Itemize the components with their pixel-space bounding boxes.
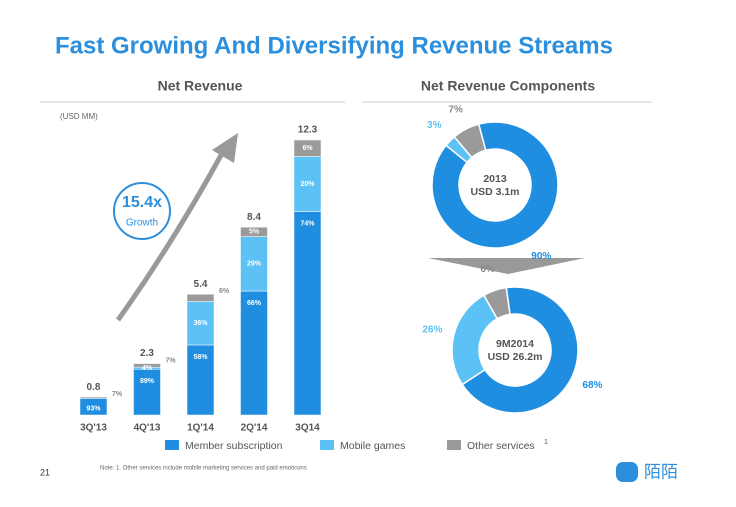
legend-label: Mobile games [340, 440, 405, 452]
x-tick-label: 3Q14 [295, 423, 320, 434]
total-label: 12.3 [298, 125, 318, 136]
donut-slice [453, 123, 487, 159]
growth-value: 15.4x [122, 194, 162, 211]
chart-subtitle: (USD MM) [60, 112, 98, 121]
slice-label: 90% [531, 251, 551, 262]
x-tick-label: 2Q'14 [241, 423, 268, 434]
bar-segment [240, 290, 268, 416]
center-label: 9M2014 [496, 338, 534, 350]
total-label: 2.3 [140, 348, 154, 359]
segment-label: 5% [249, 229, 260, 236]
segment-label: 20% [300, 181, 315, 188]
donut-slice [431, 121, 559, 249]
legend-note: 1 [544, 439, 548, 446]
footnote: Note: 1. Other services include mobile m… [100, 466, 307, 472]
segment-label: 6% [219, 288, 230, 295]
segment-label: 58% [193, 354, 208, 361]
logo-icon [616, 462, 638, 482]
legend-swatch [165, 440, 179, 450]
x-tick-label: 3Q'13 [80, 423, 107, 434]
donut-slice [451, 294, 499, 386]
page-number: 21 [40, 467, 50, 477]
legend-swatch [447, 440, 461, 450]
bar-segment [186, 344, 215, 416]
growth-badge [113, 182, 171, 240]
growth-arrow-head [212, 133, 238, 163]
chart-title: Net Revenue Components [421, 78, 595, 94]
growth-label: Growth [126, 218, 158, 229]
bar-segment [79, 396, 108, 399]
down-chevron [428, 258, 585, 274]
legend-label: Other services [467, 440, 535, 452]
segment-label: 6% [302, 145, 313, 152]
center-label: 2013 [483, 173, 507, 185]
segment-label: 7% [112, 391, 123, 398]
bar-segment [186, 294, 215, 302]
bar-segment [293, 211, 322, 416]
segment-label: 89% [140, 378, 155, 385]
chart-title: Net Revenue [158, 78, 243, 94]
bar-segment [133, 368, 161, 416]
bar-segment [240, 226, 268, 237]
bar [79, 396, 108, 416]
segment-label: 29% [247, 261, 262, 268]
bar [133, 363, 161, 416]
bar [240, 226, 268, 416]
center-label: USD 3.1m [470, 186, 519, 198]
slice-label: 6% [480, 264, 495, 275]
donut-slice [482, 286, 511, 320]
slice-label: 68% [582, 380, 602, 391]
segment-label: 66% [247, 300, 262, 307]
bar-segment [293, 156, 322, 212]
bar-segment [186, 301, 215, 346]
logo: 陌陌 [644, 462, 678, 481]
slide-title: Fast Growing And Diversifying Revenue St… [55, 32, 613, 59]
segment-label: 7% [165, 357, 176, 364]
segment-label: 93% [86, 406, 101, 413]
legend-label: Member subscription [185, 440, 283, 452]
x-tick-label: 4Q'13 [134, 423, 161, 434]
bar [293, 139, 322, 416]
segment-label: 4% [142, 365, 153, 372]
slice-label: 26% [422, 325, 442, 336]
center-label: USD 26.2m [488, 351, 543, 363]
donut-slice [461, 286, 579, 414]
bar-segment [133, 363, 161, 368]
bar-segment [240, 236, 268, 292]
bar-segment [293, 139, 322, 157]
growth-arrow [115, 146, 228, 322]
segment-label: 36% [193, 320, 208, 327]
total-label: 0.8 [87, 382, 101, 393]
legend-swatch [320, 440, 334, 450]
slice-label: 3% [427, 120, 442, 131]
total-label: 8.4 [247, 212, 261, 223]
x-tick-label: 1Q'14 [187, 423, 214, 434]
bar [186, 294, 215, 416]
segment-label: 74% [300, 220, 315, 227]
slice-label: 7% [448, 104, 463, 115]
total-label: 5.4 [194, 279, 208, 290]
